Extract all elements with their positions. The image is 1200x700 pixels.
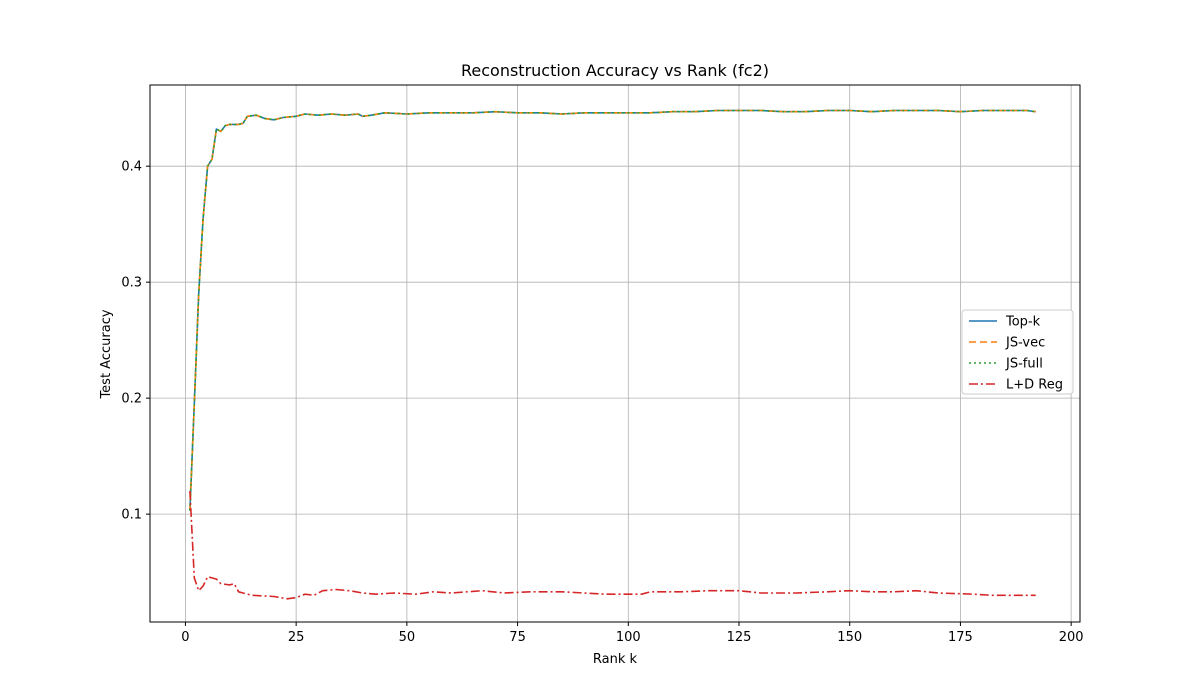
x-tick-label: 100 [616, 630, 641, 645]
x-tick-label: 125 [727, 630, 752, 645]
chart-title: Reconstruction Accuracy vs Rank (fc2) [461, 61, 769, 80]
y-tick-label: 0.2 [121, 392, 142, 407]
plot-area-frame [149, 84, 1081, 623]
x-tick-label: 25 [288, 630, 305, 645]
series-lines [189, 109, 1036, 600]
legend-label: JS-vec [1005, 336, 1045, 351]
legend-box [961, 309, 1074, 395]
y-tick-label: 0.3 [121, 276, 142, 291]
x-axis-label: Rank k [593, 652, 638, 667]
series-line-js-vec [189, 109, 1036, 511]
grid-lines [150, 85, 1080, 622]
axis-ticks: 0 25 50 75 100 125 150 175 200 0.1 0.2 0.3 0.4 [121, 160, 1083, 645]
series-line-l-d-reg [189, 490, 1036, 600]
x-tick-label: 200 [1059, 630, 1084, 645]
legend-label: Top-k [1005, 315, 1041, 330]
x-tick-label: 150 [837, 630, 862, 645]
x-tick-label: 75 [509, 630, 526, 645]
legend-label: L+D Reg [1006, 378, 1063, 393]
y-axis-label: Test Accuracy [99, 309, 114, 399]
x-tick-label: 175 [948, 630, 973, 645]
legend: Top-k JS-vec JS-full L+D Reg [961, 309, 1074, 395]
y-tick-label: 0.4 [121, 160, 142, 175]
legend-label: JS-full [1005, 357, 1043, 372]
legend-entries: Top-k JS-vec JS-full L+D Reg [969, 315, 1063, 393]
x-tick-label: 0 [181, 630, 189, 645]
x-tick-label: 50 [399, 630, 416, 645]
y-tick-label: 0.1 [121, 508, 142, 523]
